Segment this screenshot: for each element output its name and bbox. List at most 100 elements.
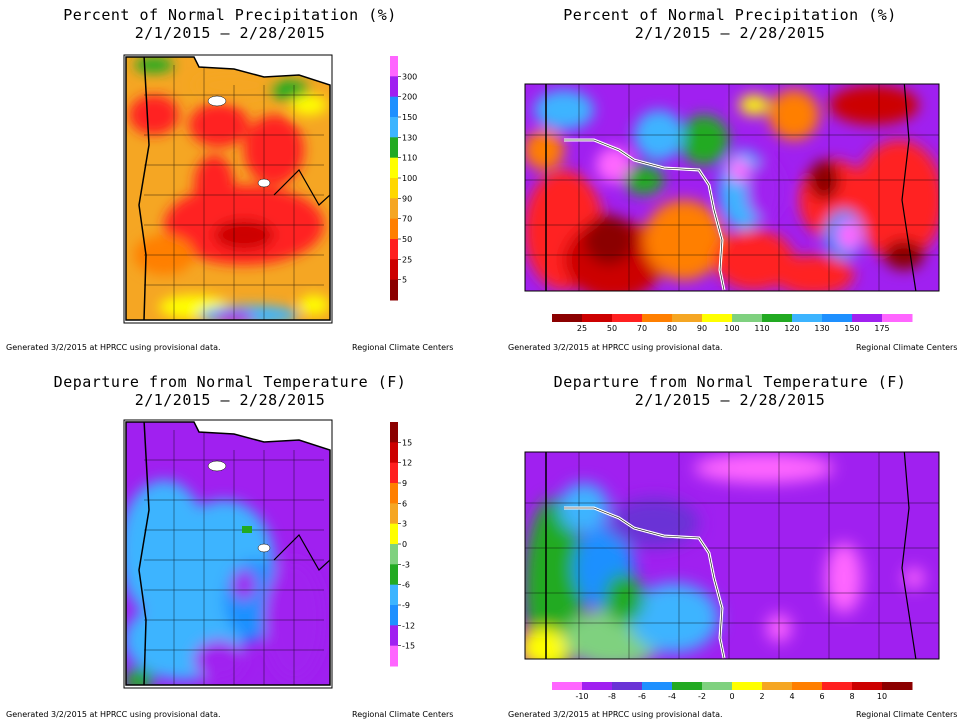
legend-label: 50 xyxy=(402,235,412,244)
legend-label: 90 xyxy=(697,324,707,333)
footer-left: Generated 3/2/2015 at HPRCC using provis… xyxy=(508,710,723,719)
legend-label: -6 xyxy=(402,581,410,590)
legend-label: 300 xyxy=(402,72,417,81)
legend-label: 70 xyxy=(637,324,647,333)
footer-left: Generated 3/2/2015 at HPRCC using provis… xyxy=(508,343,723,352)
legend-swatch xyxy=(702,682,733,690)
legend-label: 80 xyxy=(667,324,677,333)
legend-label: 0 xyxy=(402,540,407,549)
legend-swatch xyxy=(702,314,733,322)
footer-right: Regional Climate Centers xyxy=(856,343,958,352)
legend-swatch xyxy=(762,682,793,690)
legend-swatch xyxy=(390,198,398,220)
legend-swatch xyxy=(852,682,883,690)
legend-swatch xyxy=(612,682,643,690)
panel-dates: 2/1/2015 – 2/28/2015 xyxy=(634,391,826,409)
legend-swatch xyxy=(390,584,398,606)
legend-label: 70 xyxy=(402,215,412,224)
legend-swatch xyxy=(552,314,583,322)
legend-swatch xyxy=(552,682,583,690)
legend-swatch xyxy=(642,314,673,322)
legend-label: 130 xyxy=(814,324,829,333)
legend-swatch xyxy=(612,314,643,322)
legend-label: 9 xyxy=(402,479,407,488)
legend-swatch xyxy=(390,523,398,545)
legend-swatch xyxy=(390,117,398,138)
legend-label: 2 xyxy=(759,692,764,701)
legend-label: 25 xyxy=(402,255,412,264)
legend-swatch xyxy=(882,314,913,322)
legend-label: -6 xyxy=(638,692,646,701)
legend-swatch xyxy=(390,56,398,77)
legend-swatch xyxy=(732,314,763,322)
footer-left: Generated 3/2/2015 at HPRCC using provis… xyxy=(6,343,221,352)
legend-label: -8 xyxy=(608,692,616,701)
nd-temp-map xyxy=(524,451,940,660)
legend-label: 200 xyxy=(402,93,417,102)
legend-swatch xyxy=(390,645,398,667)
legend-label: 175 xyxy=(874,324,889,333)
legend-label: -12 xyxy=(402,621,415,630)
legend-label: -15 xyxy=(402,642,415,651)
mn-precip-legend: 300 200 150 130 110 100 90 70 50 25 5 xyxy=(390,56,417,301)
mn-temp-map xyxy=(123,419,333,689)
legend-label: 150 xyxy=(402,113,417,122)
legend-label: 90 xyxy=(402,194,412,203)
legend-label: 5 xyxy=(402,276,407,285)
legend-swatch xyxy=(582,314,613,322)
legend-label: -2 xyxy=(698,692,706,701)
footer-left: Generated 3/2/2015 at HPRCC using provis… xyxy=(6,710,221,719)
legend-label: 6 xyxy=(402,499,407,508)
panel-dates: 2/1/2015 – 2/28/2015 xyxy=(134,391,326,409)
legend-swatch xyxy=(390,462,398,484)
legend-swatch xyxy=(390,76,398,98)
legend-swatch xyxy=(882,682,913,690)
legend-label: -4 xyxy=(668,692,676,701)
legend-swatch xyxy=(390,564,398,586)
legend-swatch xyxy=(390,483,398,504)
legend-swatch xyxy=(390,178,398,199)
legend-swatch xyxy=(390,279,398,301)
footer-right: Regional Climate Centers xyxy=(352,343,454,352)
panel-dates: 2/1/2015 – 2/28/2015 xyxy=(634,24,826,42)
legend-swatch xyxy=(822,314,853,322)
legend-label: 12 xyxy=(402,459,412,468)
legend-label: 4 xyxy=(789,692,794,701)
legend-swatch xyxy=(390,422,398,443)
footer-right: Regional Climate Centers xyxy=(856,710,958,719)
legend-label: 0 xyxy=(729,692,734,701)
legend-label: 100 xyxy=(402,174,417,183)
legend-swatch xyxy=(732,682,763,690)
legend-label: 120 xyxy=(784,324,799,333)
legend-swatch xyxy=(390,503,398,525)
legend-label: 10 xyxy=(877,692,887,701)
legend-label: 6 xyxy=(819,692,824,701)
legend-swatch xyxy=(642,682,673,690)
mn-precip-map xyxy=(123,54,333,324)
legend-label: 8 xyxy=(849,692,854,701)
legend-label: 110 xyxy=(402,154,417,163)
legend-label: 25 xyxy=(577,324,587,333)
panel-title: Departure from Normal Temperature (F) xyxy=(53,373,407,391)
legend-swatch xyxy=(390,259,398,281)
nd-precip-map xyxy=(524,83,940,292)
legend-swatch xyxy=(390,442,398,464)
legend-swatch xyxy=(822,682,853,690)
footer-right: Regional Climate Centers xyxy=(352,710,454,719)
legend-swatch xyxy=(762,314,793,322)
panel-title: Percent of Normal Precipitation (%) xyxy=(563,6,897,24)
legend-swatch xyxy=(390,239,398,260)
mn-temp-legend: 15 12 9 6 3 0 -3 -6 -9 -12 -15 xyxy=(390,422,415,667)
panel-title: Percent of Normal Precipitation (%) xyxy=(63,6,397,24)
legend-swatch xyxy=(582,682,613,690)
nd-precip-legend: 25 50 70 80 90 100 110 120 130 150 175 xyxy=(552,314,913,333)
legend-label: 100 xyxy=(724,324,739,333)
legend-label: 130 xyxy=(402,133,417,142)
legend-swatch xyxy=(852,314,883,322)
legend-label: 15 xyxy=(402,438,412,447)
legend-swatch xyxy=(390,605,398,626)
legend-label: -3 xyxy=(402,560,410,569)
legend-label: 110 xyxy=(754,324,769,333)
legend-swatch xyxy=(792,314,823,322)
legend-label: 50 xyxy=(607,324,617,333)
